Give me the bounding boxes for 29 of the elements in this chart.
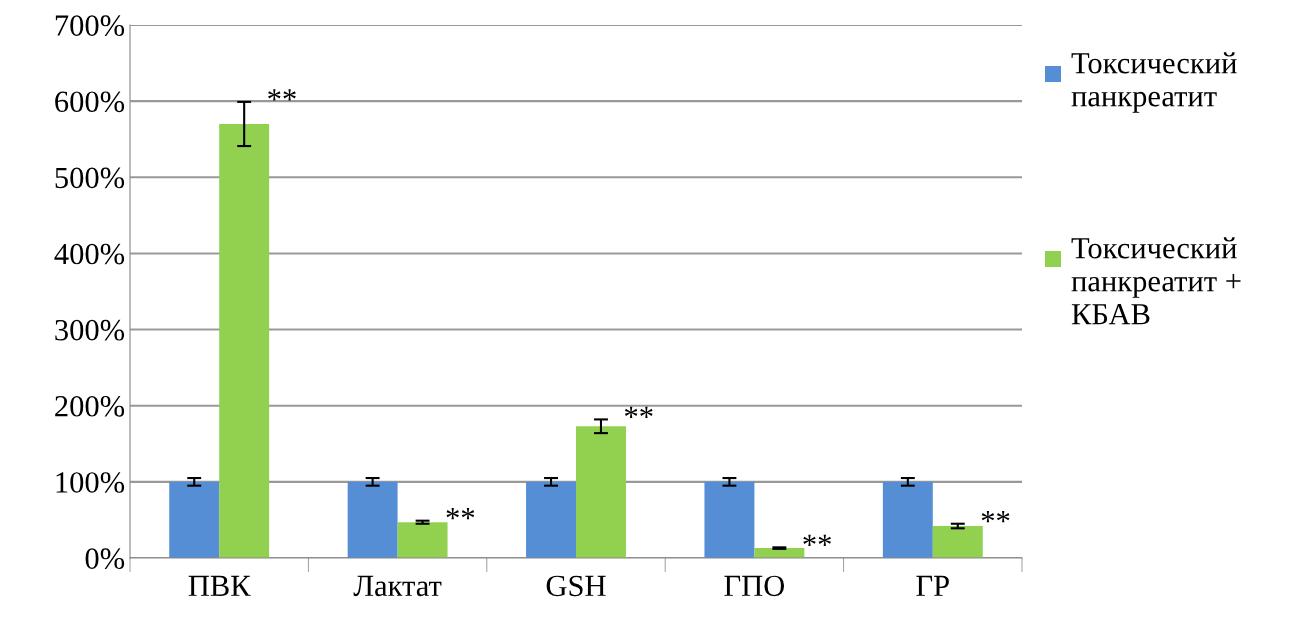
x-tick-label: GSH	[546, 575, 606, 597]
bar	[347, 481, 398, 558]
bar	[526, 481, 576, 558]
annotation: **	[268, 89, 296, 101]
annotation: **	[446, 508, 475, 520]
y-tick-label: 100%	[56, 472, 125, 493]
x-tick-label: ПВК	[188, 575, 251, 596]
y-tick-label: 400%	[54, 243, 125, 265]
bar	[397, 522, 448, 558]
y-tick-label: 700%	[55, 15, 125, 36]
y-tick-label: 300%	[55, 319, 125, 341]
x-tick-label: ГПО	[724, 575, 785, 597]
x-tick-label: Лактат	[353, 575, 442, 597]
bar	[169, 481, 220, 558]
bar	[576, 426, 626, 558]
y-tick-label: 200%	[55, 396, 125, 417]
legend-label: Токсический панкреатит	[1071, 52, 1237, 113]
bar	[704, 481, 755, 558]
y-tick-label: 500%	[55, 167, 125, 189]
x-tick-label: ГР	[916, 575, 949, 596]
y-tick-label: 0%	[85, 548, 125, 569]
bar	[882, 481, 933, 558]
y-tick-label: 600%	[55, 91, 125, 113]
annotation: **	[624, 406, 653, 418]
bar	[932, 526, 983, 558]
annotation: **	[981, 511, 1010, 523]
annotation: **	[803, 534, 831, 546]
bar	[219, 123, 270, 558]
legend-label: Токсический панкреатит + КБАВ	[1071, 237, 1241, 325]
